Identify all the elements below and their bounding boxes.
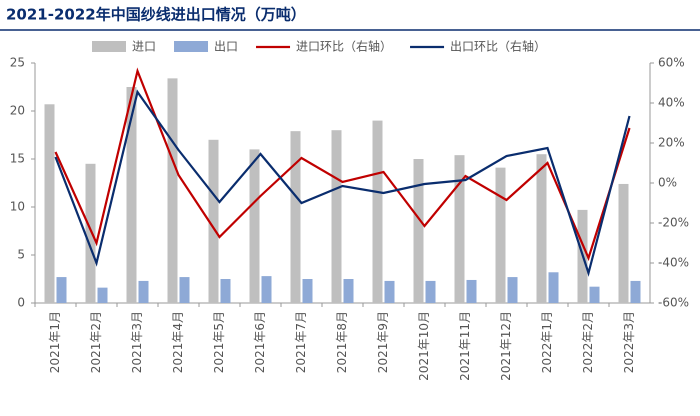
- bar: [343, 279, 354, 303]
- bar: [208, 139, 219, 303]
- x-tick-label: 2021年5月: [212, 311, 226, 373]
- bar: [302, 279, 313, 303]
- legend-swatch: [92, 41, 126, 52]
- legend-label: 进口: [132, 40, 156, 54]
- y2-tick-label: -60%: [658, 296, 689, 310]
- y2-tick-label: -40%: [658, 256, 689, 270]
- bar: [85, 163, 96, 303]
- bar: [138, 280, 149, 303]
- chart-title: 2021-2022年中国纱线进出口情况（万吨）: [6, 6, 306, 24]
- bar: [548, 272, 559, 303]
- line: [54, 67, 631, 262]
- bar: [126, 87, 137, 303]
- x-tick-label: 2021年7月: [294, 311, 308, 373]
- bar: [630, 280, 641, 303]
- x-tick-label: 2021年3月: [130, 311, 144, 373]
- bar: [589, 286, 600, 303]
- bar: [220, 279, 231, 303]
- x-tick-label: 2021年6月: [253, 311, 267, 373]
- bar: [290, 131, 301, 303]
- y2-tick-label: 60%: [658, 56, 685, 70]
- bar: [413, 159, 424, 303]
- y-tick-label: 10: [10, 200, 25, 214]
- x-tick-label: 2021年2月: [89, 311, 103, 373]
- x-tick-label: 2022年3月: [622, 311, 636, 373]
- x-tick-label: 2021年9月: [376, 311, 390, 373]
- bar: [507, 277, 518, 303]
- bar: [44, 104, 55, 303]
- bar: [331, 130, 342, 303]
- y2-tick-label: 20%: [658, 136, 685, 150]
- x-tick-label: 2022年2月: [581, 311, 595, 373]
- legend-label: 进口环比（右轴）: [296, 39, 392, 54]
- bar: [466, 279, 477, 303]
- y-tick-label: 25: [10, 56, 25, 70]
- legend-swatch: [174, 41, 209, 52]
- bar: [372, 120, 383, 303]
- x-tick-label: 2021年11月: [458, 311, 472, 381]
- y-tick-label: 5: [17, 248, 25, 262]
- line: [54, 89, 631, 277]
- bar: [179, 277, 190, 303]
- legend-label: 出口环比（右轴）: [450, 39, 546, 54]
- bar: [167, 78, 178, 303]
- bar: [97, 287, 108, 303]
- bar: [454, 155, 465, 303]
- bar: [536, 154, 547, 303]
- y-tick-label: 20: [10, 104, 25, 118]
- bar: [56, 277, 67, 303]
- legend-label: 出口: [214, 40, 238, 54]
- y-tick-label: 0: [17, 296, 25, 310]
- x-tick-label: 2021年8月: [335, 311, 349, 373]
- y2-tick-label: 0%: [658, 176, 677, 190]
- y-tick-label: 15: [10, 152, 25, 166]
- x-tick-label: 2021年12月: [499, 311, 513, 381]
- bar: [618, 183, 629, 303]
- x-tick-label: 2022年1月: [540, 311, 554, 373]
- x-tick-label: 2021年10月: [417, 311, 431, 381]
- bar: [261, 276, 272, 303]
- x-tick-label: 2021年4月: [171, 311, 185, 373]
- bar: [249, 149, 260, 303]
- bar: [495, 167, 506, 303]
- bar: [384, 280, 395, 303]
- y2-tick-label: 40%: [658, 96, 685, 110]
- bar: [425, 280, 436, 303]
- y2-tick-label: -20%: [658, 216, 689, 230]
- x-tick-label: 2021年1月: [48, 311, 62, 373]
